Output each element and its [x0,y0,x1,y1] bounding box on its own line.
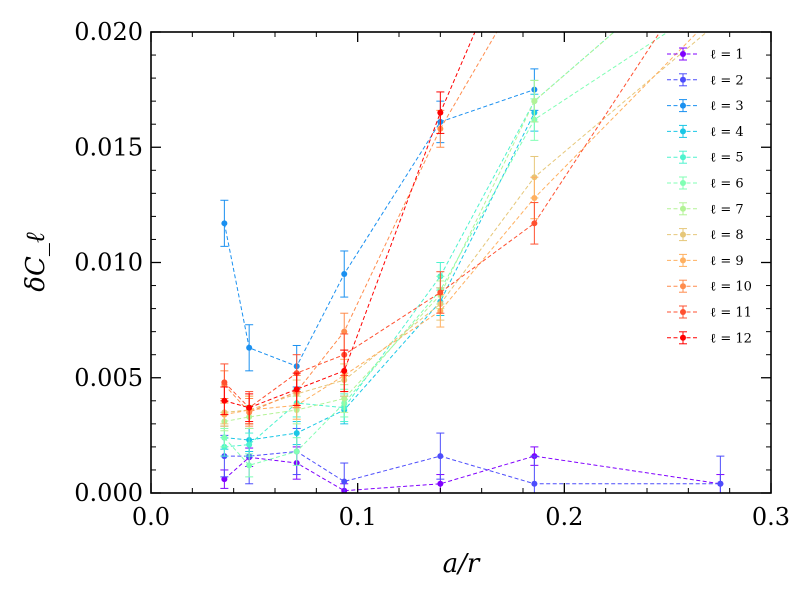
legend-marker [680,51,686,57]
data-point [437,480,444,487]
legend-marker [680,309,686,315]
legend-entry: ℓ = 10 [667,279,752,295]
y-tick-label: 0.020 [74,18,143,46]
series-line [224,112,535,441]
legend-label: ℓ = 6 [710,177,744,192]
x-axis-label: a/r [443,549,481,579]
series-2 [220,427,725,493]
plot-frame [150,31,772,494]
x-tick-label: 0.1 [339,503,377,531]
data-point [437,109,444,116]
data-point [293,448,300,455]
legend-label: ℓ = 4 [710,125,744,140]
legend-entry: ℓ = 3 [667,99,744,114]
legend-marker [680,128,686,135]
data-point [221,397,228,404]
series-9 [220,6,723,427]
legend-entry: ℓ = 9 [667,253,744,269]
data-point [221,220,228,227]
data-point [717,480,724,487]
legend-label: ℓ = 1 [710,48,744,63]
y-tick-label: 0.010 [74,249,143,277]
series-line [223,89,535,367]
legend-label: ℓ = 2 [710,73,744,88]
legend-label: ℓ = 12 [710,331,752,346]
series-1 [220,446,725,493]
legend-entry: ℓ = 2 [667,73,744,88]
legend-entry: ℓ = 1 [667,47,744,63]
data-point [221,434,228,441]
data-point [531,220,538,227]
series-4 [220,93,539,453]
x-tick-label: 0.0 [132,503,170,531]
legend-label: ℓ = 11 [710,306,752,321]
data-point [531,194,538,201]
data-point [246,344,253,351]
data-point [437,289,444,296]
legend-marker [680,76,686,83]
series-line [224,32,476,409]
legend: ℓ = 1 ℓ = 2 ℓ = 3 ℓ = 4 ℓ = 5 ℓ = 6 ℓ = 7 ℓ = 8… [667,47,752,346]
data-point [341,328,348,335]
y-tick-label: 0.005 [74,364,143,392]
legend-entry: ℓ = 8 [667,228,744,243]
legend-marker [680,257,686,264]
series-layer [220,6,725,493]
legend-label: ℓ = 5 [710,151,744,166]
data-point [341,478,348,485]
legend-label: ℓ = 8 [710,228,744,243]
series-line [224,32,615,422]
legend-marker [680,180,686,186]
y-tick-label: 0.000 [74,479,143,507]
data-point [341,367,348,374]
y-axis-label: δC_ℓ [21,232,51,292]
data-point [531,98,538,105]
data-point [246,404,253,411]
legend-entry: ℓ = 5 [667,150,744,166]
legend-label: ℓ = 9 [710,254,744,269]
legend-label: ℓ = 10 [710,280,752,295]
legend-marker [680,334,686,341]
data-point [246,462,253,469]
data-point [531,480,538,487]
legend-entry: ℓ = 4 [667,125,744,140]
data-point [221,476,228,483]
legend-entry: ℓ = 6 [667,176,744,192]
legend-marker [680,154,686,161]
axes-layer: 0.0 0.1 0.2 0.3 0.000 0.005 0.010 0.015 0.020 [74,18,790,531]
data-point [293,386,300,393]
data-point [341,395,348,402]
series-11 [220,32,661,425]
series-3 [220,68,539,388]
series-8 [220,17,723,425]
x-tick-label: 0.2 [545,503,583,531]
legend-entry: ℓ = 11 [667,305,752,321]
data-point [246,441,253,448]
x-tick-label: 0.3 [752,503,790,531]
data-point [437,453,444,460]
y-tick-label: 0.015 [74,133,143,161]
series-line [224,32,661,409]
series-line [224,32,498,413]
data-point [293,430,300,437]
data-point [341,271,348,278]
series-12 [220,32,476,423]
series-line [224,32,699,416]
data-point [221,379,228,386]
legend-label: ℓ = 7 [710,202,744,217]
legend-marker [680,102,686,109]
legend-entry: ℓ = 12 [667,331,752,346]
legend-marker [680,283,686,290]
data-point [717,17,723,23]
legend-marker [680,205,686,212]
legend-label: ℓ = 3 [710,99,744,114]
data-point [717,6,723,12]
legend-marker [680,231,686,238]
legend-entry: ℓ = 7 [667,202,744,217]
